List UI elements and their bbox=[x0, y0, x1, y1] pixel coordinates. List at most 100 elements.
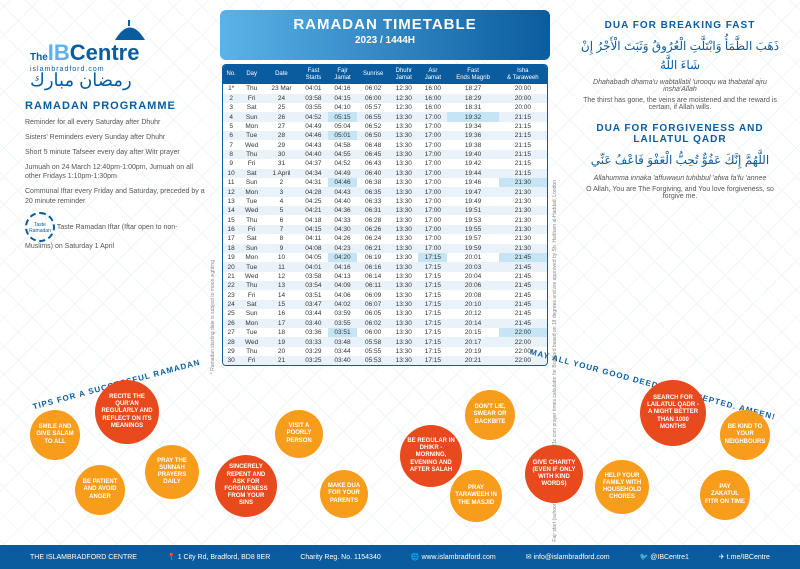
table-cell: 13:30 bbox=[389, 187, 418, 196]
table-cell: 03:59 bbox=[328, 309, 357, 318]
table-cell: 20:00 bbox=[499, 94, 547, 103]
table-cell: 06:33 bbox=[357, 197, 389, 206]
tip-bubble: BE KIND TO YOUR NEIGHBOURS bbox=[720, 410, 770, 460]
table-cell: 06:45 bbox=[357, 150, 389, 159]
timetable: No.DayDateFastStartsFajrJamatSunriseDhuh… bbox=[222, 64, 548, 366]
table-cell: 17:15 bbox=[418, 347, 447, 356]
table-cell: Sun bbox=[239, 309, 264, 318]
table-cell: 04:37 bbox=[299, 159, 328, 168]
table-cell: 4 bbox=[264, 197, 299, 206]
table-row: 17Sat804:1104:2606:2413:3017:0019:5721:3… bbox=[223, 234, 547, 243]
table-cell: 18:31 bbox=[447, 103, 498, 112]
table-cell: 14 bbox=[264, 290, 299, 299]
table-cell: Thu bbox=[239, 347, 264, 356]
table-row: 21Wed1203:5804:1306:1413:3017:1520:0421:… bbox=[223, 272, 547, 281]
table-cell: 10 bbox=[223, 169, 239, 178]
table-cell: Sat bbox=[239, 300, 264, 309]
table-row: 16Fri704:1504:3006:2613:3017:0019:5521:3… bbox=[223, 225, 547, 234]
table-row: 29Thu2003:2903:4405:5513:3017:1520:1922:… bbox=[223, 347, 547, 356]
table-cell: 03:55 bbox=[299, 103, 328, 112]
table-cell: 04:58 bbox=[328, 140, 357, 149]
table-cell: 13:30 bbox=[389, 225, 418, 234]
table-cell: 17:00 bbox=[418, 169, 447, 178]
table-cell: 06:11 bbox=[357, 281, 389, 290]
title: RAMADAN TIMETABLE bbox=[226, 16, 544, 33]
table-cell: 19:38 bbox=[447, 140, 498, 149]
table-row: 26Mon1703:4003:5506:0213:3017:1520:1421:… bbox=[223, 319, 547, 328]
table-cell: 13:30 bbox=[389, 253, 418, 262]
table-cell: 06:55 bbox=[357, 112, 389, 121]
table-cell: 06:28 bbox=[357, 215, 389, 224]
header-banner: RAMADAN TIMETABLE 2023 / 1444H bbox=[220, 10, 550, 60]
table-cell: 8 bbox=[264, 234, 299, 243]
table-cell: Thu bbox=[239, 281, 264, 290]
table-cell: 03:48 bbox=[328, 337, 357, 346]
table-row: 24Sat1503:4704:0206:0713:3017:1520:1021:… bbox=[223, 300, 547, 309]
footer: THE ISLAMBRADFORD CENTRE 📍 1 City Rd, Br… bbox=[0, 545, 800, 569]
table-cell: 13:30 bbox=[389, 262, 418, 271]
programme-item: Reminder for all every Saturday after Dh… bbox=[25, 118, 205, 127]
table-cell: 17:00 bbox=[418, 159, 447, 168]
table-cell: 10 bbox=[264, 253, 299, 262]
side-note-left: * Ramadan starting date is subject to mo… bbox=[210, 260, 218, 374]
table-cell: 04:21 bbox=[299, 206, 328, 215]
table-cell: 04:26 bbox=[328, 234, 357, 243]
table-cell: 23 bbox=[223, 290, 239, 299]
table-cell: 19:49 bbox=[447, 197, 498, 206]
table-cell: 21:45 bbox=[499, 281, 547, 290]
logo-text: TheIBCentre bbox=[30, 40, 180, 66]
table-cell: 21:30 bbox=[499, 234, 547, 243]
table-cell: 03:51 bbox=[299, 290, 328, 299]
table-cell: 19:47 bbox=[447, 187, 498, 196]
table-cell: 20 bbox=[223, 262, 239, 271]
table-cell: 03:58 bbox=[299, 94, 328, 103]
table-cell: 13:30 bbox=[389, 272, 418, 281]
table-cell: 20:17 bbox=[447, 337, 498, 346]
table-row: 22Thu1303:5404:0906:1113:3017:1520:0621:… bbox=[223, 281, 547, 290]
table-cell: 13:30 bbox=[389, 197, 418, 206]
table-cell: 04:49 bbox=[328, 169, 357, 178]
table-cell: 2 bbox=[223, 94, 239, 103]
table-cell: 06:26 bbox=[357, 225, 389, 234]
table-cell: Fri bbox=[239, 159, 264, 168]
table-cell: 04:05 bbox=[299, 253, 328, 262]
table-cell: 21:15 bbox=[499, 159, 547, 168]
table-cell: 05:58 bbox=[357, 337, 389, 346]
table-cell: 27 bbox=[223, 328, 239, 337]
table-cell: 17:15 bbox=[418, 253, 447, 262]
table-header: Isha& Taraweeh bbox=[499, 65, 547, 84]
table-cell: 15 bbox=[264, 300, 299, 309]
table-cell: 06:02 bbox=[357, 319, 389, 328]
table-row: 15Thu604:1804:3306:2813:3017:0019:5321:3… bbox=[223, 215, 547, 224]
table-cell: 13:30 bbox=[389, 309, 418, 318]
table-cell: 11 bbox=[264, 262, 299, 271]
dua-forgive-title: DUA FOR FORGIVENESS AND LAILATUL QADR bbox=[580, 123, 780, 145]
table-cell: Sat bbox=[239, 169, 264, 178]
table-cell: 7 bbox=[223, 140, 239, 149]
dua-break-english: The thirst has gone, the veins are moist… bbox=[580, 97, 780, 111]
table-cell: 17:00 bbox=[418, 206, 447, 215]
table-cell: 20:03 bbox=[447, 262, 498, 271]
table-cell: 6 bbox=[223, 131, 239, 140]
table-cell: 18 bbox=[223, 244, 239, 253]
table-cell: 06:24 bbox=[357, 234, 389, 243]
table-cell: 17:15 bbox=[418, 290, 447, 299]
table-cell: 21:15 bbox=[499, 150, 547, 159]
table-cell: 3 bbox=[223, 103, 239, 112]
table-cell: 06:16 bbox=[357, 262, 389, 271]
table-cell: 05:55 bbox=[357, 347, 389, 356]
table-cell: Tue bbox=[239, 328, 264, 337]
table-cell: 06:43 bbox=[357, 159, 389, 168]
dua-break-arabic: ذَهَبَ الظَّمَأُ وَابْتَلَّتِ الْعُرُوقُ… bbox=[580, 37, 780, 75]
table-cell: 04:10 bbox=[328, 103, 357, 112]
table-cell: 16 bbox=[264, 309, 299, 318]
table-cell: 04:40 bbox=[328, 197, 357, 206]
table-cell: 05:04 bbox=[328, 122, 357, 131]
table-cell: 4 bbox=[223, 112, 239, 121]
table-cell: 17:00 bbox=[418, 150, 447, 159]
table-cell: 2 bbox=[264, 178, 299, 187]
table-row: 19Mon1004:0504:2006:1913:3017:1520:0121:… bbox=[223, 253, 547, 262]
table-cell: 13:30 bbox=[389, 131, 418, 140]
table-cell: 22:00 bbox=[499, 328, 547, 337]
table-cell: 04:08 bbox=[299, 244, 328, 253]
